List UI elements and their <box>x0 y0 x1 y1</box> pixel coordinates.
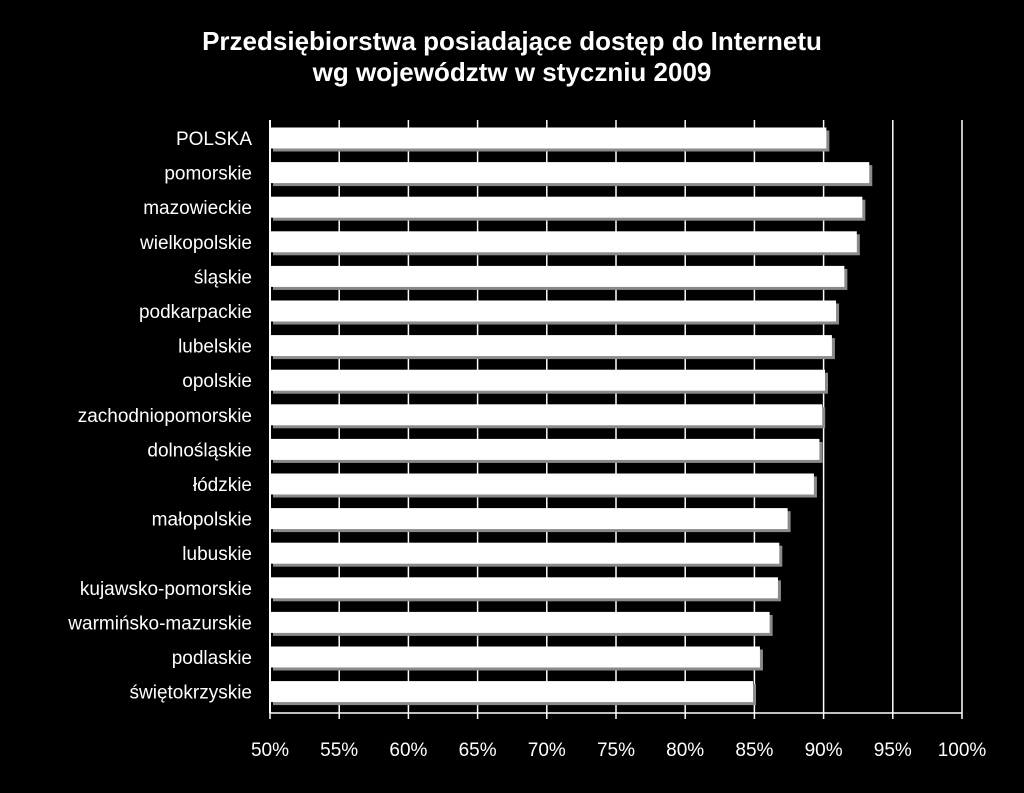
x-tick-label: 90% <box>805 740 843 761</box>
category-label: dolnośląskie <box>147 440 252 461</box>
bar <box>270 162 870 184</box>
category-label: kujawsko-pomorskie <box>80 579 252 600</box>
chart-title: Przedsiębiorstwa posiadające dostęp do I… <box>0 26 1024 88</box>
x-tick-label: 60% <box>389 740 427 761</box>
bar <box>270 681 754 703</box>
category-labels: POLSKA pomorskie mazowieckie wielkopolskie ś… <box>67 129 252 704</box>
x-tick-labels: 50% 55% 60% 65% 70% 75% 80% 85% 90% 95% 100% <box>251 740 986 761</box>
category-label: mazowieckie <box>143 198 252 219</box>
category-label: świętokrzyskie <box>130 683 252 704</box>
category-label: małopolskie <box>152 510 252 531</box>
x-tick-label: 65% <box>459 740 497 761</box>
x-tick-label: 75% <box>597 740 635 761</box>
x-tick-label: 85% <box>735 740 773 761</box>
category-label: zachodniopomorskie <box>78 406 252 427</box>
category-label: łódzkie <box>193 475 252 496</box>
category-label: podlaskie <box>172 648 252 669</box>
bar <box>270 577 778 599</box>
x-tick-label: 80% <box>666 740 704 761</box>
x-tick-label: 70% <box>528 740 566 761</box>
category-label: podkarpackie <box>139 302 252 323</box>
bar <box>270 127 827 149</box>
bar <box>270 265 845 287</box>
category-label: POLSKA <box>176 129 252 150</box>
x-tick-label: 50% <box>251 740 289 761</box>
x-tick-label: 95% <box>874 740 912 761</box>
x-tick-label: 100% <box>938 740 987 761</box>
bars <box>270 127 873 706</box>
bar <box>270 611 770 633</box>
category-label: warmińsko-mazurskie <box>67 613 252 634</box>
bar <box>270 508 788 530</box>
bar <box>270 542 780 564</box>
bar <box>270 335 832 357</box>
category-label: lubelskie <box>178 337 252 358</box>
bar <box>270 300 837 322</box>
bar <box>270 196 863 218</box>
category-label: pomorskie <box>164 164 252 185</box>
bar <box>270 369 825 391</box>
bar <box>270 231 857 253</box>
bar <box>270 646 760 668</box>
x-tick-label: 55% <box>320 740 358 761</box>
category-label: opolskie <box>182 371 252 392</box>
bar <box>270 438 820 460</box>
bar <box>270 404 823 426</box>
category-label: śląskie <box>194 267 252 288</box>
bar <box>270 473 814 495</box>
category-label: wielkopolskie <box>139 233 252 254</box>
category-label: lubuskie <box>182 544 252 565</box>
chart-title-line-2: wg województw w styczniu 2009 <box>312 57 712 87</box>
chart-title-line-1: Przedsiębiorstwa posiadające dostęp do I… <box>202 26 822 56</box>
